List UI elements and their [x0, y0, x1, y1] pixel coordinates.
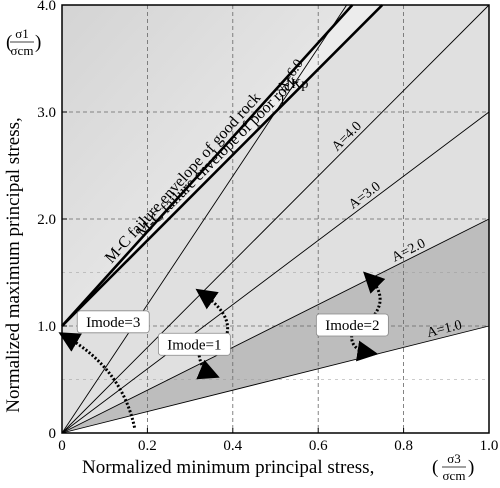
svg-text:σcm: σcm: [11, 43, 34, 58]
svg-text:σcm: σcm: [443, 468, 466, 483]
failure-envelope-line: [61, 4, 354, 327]
y-tick-label: 0: [49, 426, 57, 442]
y-axis-ticks: 0 1.0 2.0 3.0 4.0: [37, 0, 67, 442]
imode-label-1: Imode=1: [157, 332, 231, 356]
failure-envelopes: [61, 4, 384, 327]
svg-text:σ3: σ3: [447, 451, 461, 466]
stress-ratio-line: [61, 111, 490, 434]
slope-run-label: 1: [279, 93, 286, 108]
y-axis-label-group: Normalized maximum principal stress,: [3, 117, 24, 412]
svg-text:Imode=2: Imode=2: [325, 318, 379, 334]
y-axis-label: Normalized maximum principal stress,: [3, 117, 24, 412]
imode-arrow: [196, 347, 220, 380]
x-tick-label: 0.8: [394, 438, 413, 454]
y-tick-label: 3.0: [37, 105, 56, 121]
svg-text:(: (: [6, 32, 12, 53]
y-tick-label: 4.0: [37, 0, 56, 14]
imode-label-3: Imode=3: [76, 310, 150, 334]
stress-ratio-line: [61, 4, 348, 434]
failure-envelope-line: [61, 4, 384, 327]
svg-text:): ): [35, 32, 41, 53]
slope-rise-label: Kp: [291, 77, 308, 92]
imode-label-2: Imode=2: [315, 313, 389, 337]
svg-text:): ): [468, 457, 474, 478]
y-axis-fraction: σ1 σcm ( ): [6, 26, 41, 58]
stress-ratio-line: [61, 325, 490, 434]
stress-ratio-line: [61, 218, 490, 434]
x-axis-fraction: σ3 σcm ( ): [432, 451, 474, 483]
x-tick-label: 1.0: [480, 438, 499, 454]
slope-triangle: Kp 1: [275, 75, 308, 108]
y-tick-label: 1.0: [37, 319, 56, 335]
svg-text:Imode=1: Imode=1: [167, 337, 221, 353]
stress-ratio-lines: [61, 4, 490, 434]
svg-text:(: (: [432, 457, 438, 478]
x-tick-label: 0: [58, 438, 66, 454]
x-tick-label: 0.6: [309, 438, 328, 454]
svg-text:Imode=3: Imode=3: [86, 315, 140, 331]
y-tick-label: 2.0: [37, 212, 56, 228]
x-tick-label: 0.2: [138, 438, 157, 454]
x-axis-label: Normalized minimum principal stress,: [82, 457, 374, 478]
x-axis-ticks: 0 0.2 0.4 0.6 0.8 1.0: [58, 428, 498, 454]
imode-arrow: [350, 331, 379, 362]
imode-arrow: [58, 332, 137, 428]
stress-ratio-line: [61, 4, 490, 434]
svg-text:σ1: σ1: [15, 26, 29, 41]
x-tick-label: 0.4: [223, 438, 242, 454]
